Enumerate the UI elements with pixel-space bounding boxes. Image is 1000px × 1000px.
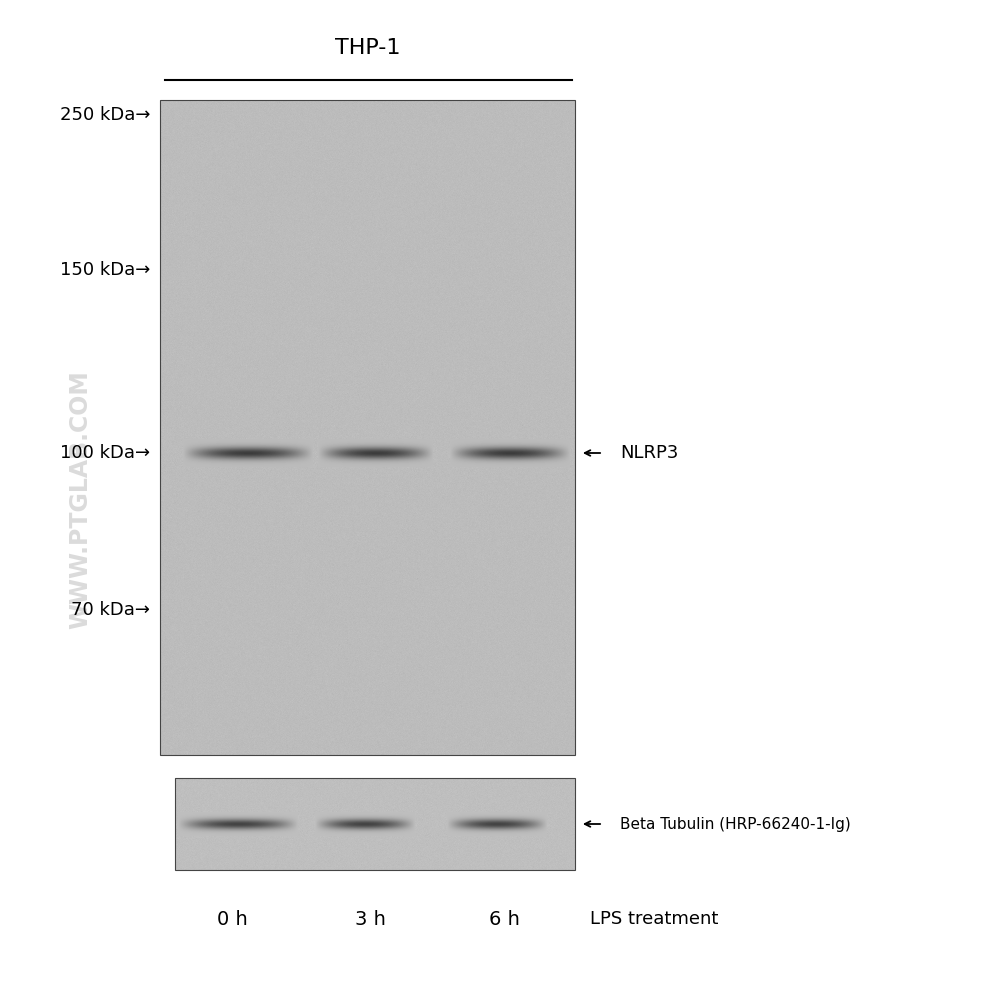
Text: 150 kDa→: 150 kDa→ (60, 261, 150, 279)
Text: LPS treatment: LPS treatment (590, 910, 718, 928)
Text: Beta Tubulin (HRP-66240-1-Ig): Beta Tubulin (HRP-66240-1-Ig) (620, 816, 851, 832)
Text: WWW.PTGLAB.COM: WWW.PTGLAB.COM (68, 371, 92, 629)
Text: THP-1: THP-1 (335, 38, 401, 58)
Text: 0 h: 0 h (217, 910, 247, 929)
Text: 100 kDa→: 100 kDa→ (60, 444, 150, 462)
Text: 250 kDa→: 250 kDa→ (60, 106, 150, 124)
Text: 6 h: 6 h (489, 910, 519, 929)
Text: NLRP3: NLRP3 (620, 444, 678, 462)
Bar (160, 100, 575, 755)
Bar (175, 778, 575, 870)
Text: 3 h: 3 h (355, 910, 385, 929)
Text: 70 kDa→: 70 kDa→ (71, 601, 150, 619)
